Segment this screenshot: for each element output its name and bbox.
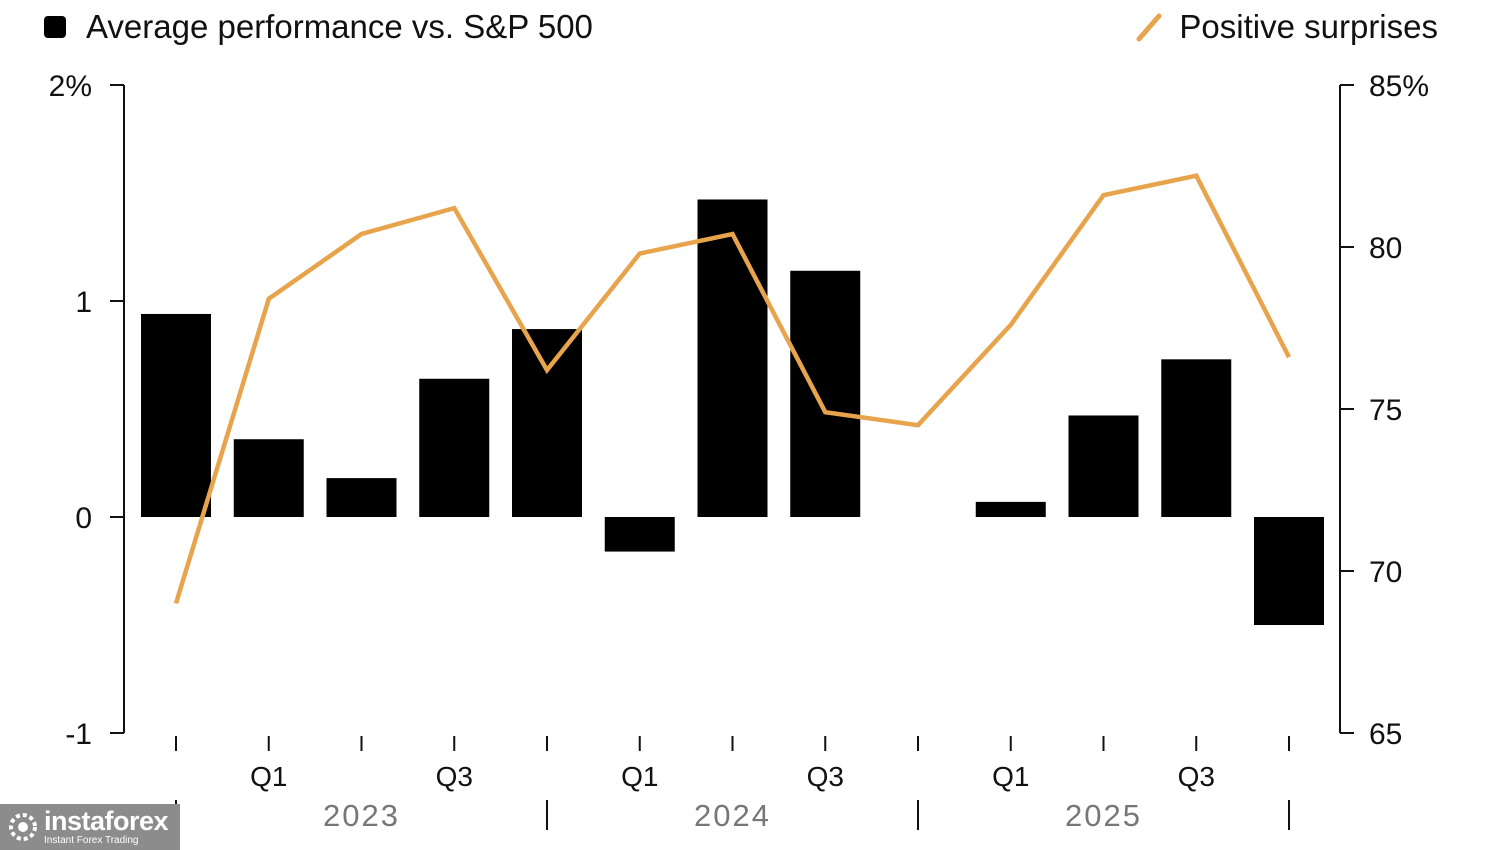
bar — [1254, 517, 1324, 625]
legend-line: Positive surprises — [1135, 8, 1438, 46]
year-label: 2024 — [694, 798, 771, 833]
legend-line-label: Positive surprises — [1179, 8, 1438, 45]
year-label: 2025 — [1065, 798, 1142, 833]
right-axis-tick-label: 65 — [1369, 718, 1402, 751]
positive-surprises-line — [173, 173, 1292, 605]
watermark: instaforex Instant Forex Trading — [0, 804, 180, 850]
right-axis-tick-label: 80 — [1369, 232, 1402, 265]
watermark-tagline: Instant Forex Trading — [44, 835, 139, 846]
bar — [141, 313, 211, 517]
bar — [604, 517, 675, 552]
right-axis-tick-label: 75 — [1369, 394, 1402, 427]
bar — [975, 501, 1046, 517]
gear-logo-icon — [9, 813, 37, 841]
left-axis-tick-label: 2% — [49, 70, 92, 103]
quarter-label: Q1 — [621, 761, 658, 792]
quarter-label: Q3 — [807, 761, 844, 792]
bar — [512, 329, 582, 517]
bar — [1068, 415, 1139, 517]
legend-bars-label: Average performance vs. S&P 500 — [86, 8, 593, 45]
quarter-label: Q3 — [1178, 761, 1215, 792]
legend-bar-swatch-icon — [44, 16, 66, 38]
year-label: 2023 — [323, 798, 400, 833]
quarter-label: Q1 — [250, 761, 287, 792]
bar — [326, 478, 397, 517]
quarter-label: Q3 — [436, 761, 473, 792]
legend-line-swatch-icon — [1136, 13, 1162, 42]
legend-line-stroke — [1136, 13, 1162, 42]
left-axis-tick-label: 0 — [75, 502, 92, 535]
right-axis-tick-label: 70 — [1369, 556, 1402, 589]
quarter-label: Q1 — [992, 761, 1029, 792]
right-axis-tick-label: 85% — [1369, 70, 1429, 103]
bar — [1161, 359, 1232, 517]
bar — [697, 199, 768, 518]
bar — [233, 439, 304, 517]
bar — [419, 378, 490, 517]
watermark-brand: instaforex — [44, 806, 169, 836]
bar — [790, 270, 861, 517]
left-axis-tick-label: 1 — [75, 286, 92, 319]
left-axis-tick-label: -1 — [65, 718, 92, 751]
legend-bars: Average performance vs. S&P 500 — [44, 8, 593, 46]
